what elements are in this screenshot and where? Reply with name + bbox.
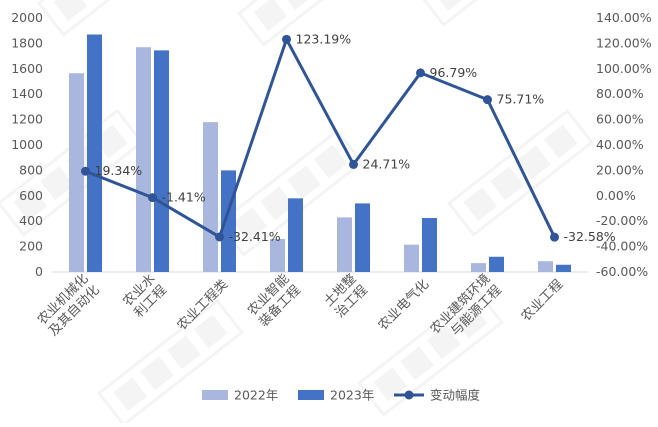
left-tick-label: 1400 [11, 86, 43, 101]
watermark-glyph [253, 0, 287, 31]
left-tick-label: 800 [19, 162, 43, 177]
category-labels: 农业机械化及其自动化农业水利工程农业工程类农业智能装备工程土地整治工程农业电气化… [35, 271, 566, 349]
left-tick-label: 1000 [11, 137, 43, 152]
watermark-glyph [314, 145, 348, 179]
legend-label: 2023年 [330, 388, 374, 403]
change-data-label: 75.71% [497, 92, 545, 107]
change-point [282, 35, 291, 44]
watermark-glyph [287, 165, 321, 199]
change-data-label: 123.19% [296, 31, 352, 46]
bar-2023 [556, 265, 571, 272]
right-tick-label: -20.00% [596, 213, 648, 228]
right-tick-label: 100.00% [596, 61, 652, 76]
bar-2022 [471, 263, 486, 272]
watermark-mark [39, 0, 182, 35]
watermark-mark [99, 301, 242, 423]
legend-swatch [298, 390, 324, 400]
right-tick-label: 120.00% [596, 35, 652, 50]
change-data-label: -1.41% [162, 190, 206, 205]
left-tick-label: 0 [35, 264, 43, 279]
change-point [416, 68, 425, 77]
change-point [215, 232, 224, 241]
watermark-glyph [490, 166, 524, 200]
watermark-glyph [113, 377, 147, 411]
change-point [349, 160, 358, 169]
left-tick-label: 400 [19, 213, 43, 228]
change-point [148, 193, 157, 202]
change-data-label: -32.58% [564, 229, 616, 244]
left-tick-label: 2000 [11, 10, 43, 25]
category-label: 农业工程 [519, 277, 566, 324]
watermark-box [419, 0, 562, 25]
bar-2023 [489, 257, 504, 272]
change-point [483, 95, 492, 104]
watermark-glyph [463, 187, 497, 221]
watermark-mark [419, 0, 562, 25]
right-tick-label: 20.00% [596, 162, 644, 177]
bar-2023 [221, 170, 236, 272]
watermark-glyph [167, 335, 201, 369]
watermark-glyph [544, 125, 578, 159]
category-label-line: 农业电气化 [375, 276, 432, 333]
watermark-box [99, 301, 242, 423]
legend-label: 2022年 [234, 388, 278, 403]
right-tick-label: -60.00% [596, 264, 648, 279]
right-tick-label: 0.00% [596, 188, 636, 203]
bar-2022 [538, 261, 553, 272]
left-tick-label: 600 [19, 188, 43, 203]
bar-2022 [337, 217, 352, 272]
watermark-glyph [140, 356, 174, 390]
bar-2022 [136, 47, 151, 272]
bar-2022 [404, 245, 419, 272]
bar-2023 [87, 35, 102, 272]
category-label-line: 农业工程 [519, 277, 566, 324]
change-data-label: -32.41% [229, 229, 281, 244]
watermark-glyph [40, 166, 74, 200]
left-axis: 0 200 400 600 800 1000 1200 1400 1600 1800 2000 [11, 10, 43, 279]
watermark-glyph [400, 346, 434, 380]
right-tick-label: 80.00% [596, 86, 644, 101]
change-data-label: 96.79% [430, 65, 478, 80]
change-point [550, 233, 559, 242]
bar-2023 [355, 203, 370, 272]
change-data-label: 19.34% [95, 163, 143, 178]
legend: 2022年 2023年 变动幅度 [202, 388, 481, 403]
right-tick-label: 60.00% [596, 112, 644, 127]
left-tick-label: 1200 [11, 112, 43, 127]
bar-series [69, 35, 571, 272]
left-tick-label: 200 [19, 239, 43, 254]
left-tick-label: 1600 [11, 61, 43, 76]
bar-2023 [422, 218, 437, 272]
right-tick-label: 40.00% [596, 137, 644, 152]
legend-label: 变动幅度 [430, 388, 481, 403]
change-data-label: 24.71% [363, 156, 411, 171]
left-tick-label: 1800 [11, 35, 43, 50]
category-label: 农业电气化 [375, 276, 432, 333]
legend-swatch [202, 390, 228, 400]
legend-swatch-marker [405, 391, 414, 400]
watermark-mark [449, 111, 592, 235]
right-tick-label: 140.00% [596, 10, 652, 25]
watermark-glyph [517, 145, 551, 179]
watermark-glyph [53, 0, 87, 21]
watermark-box [449, 111, 592, 235]
change-point [81, 167, 90, 176]
bar-2023 [154, 50, 169, 272]
bar-2023 [288, 198, 303, 272]
